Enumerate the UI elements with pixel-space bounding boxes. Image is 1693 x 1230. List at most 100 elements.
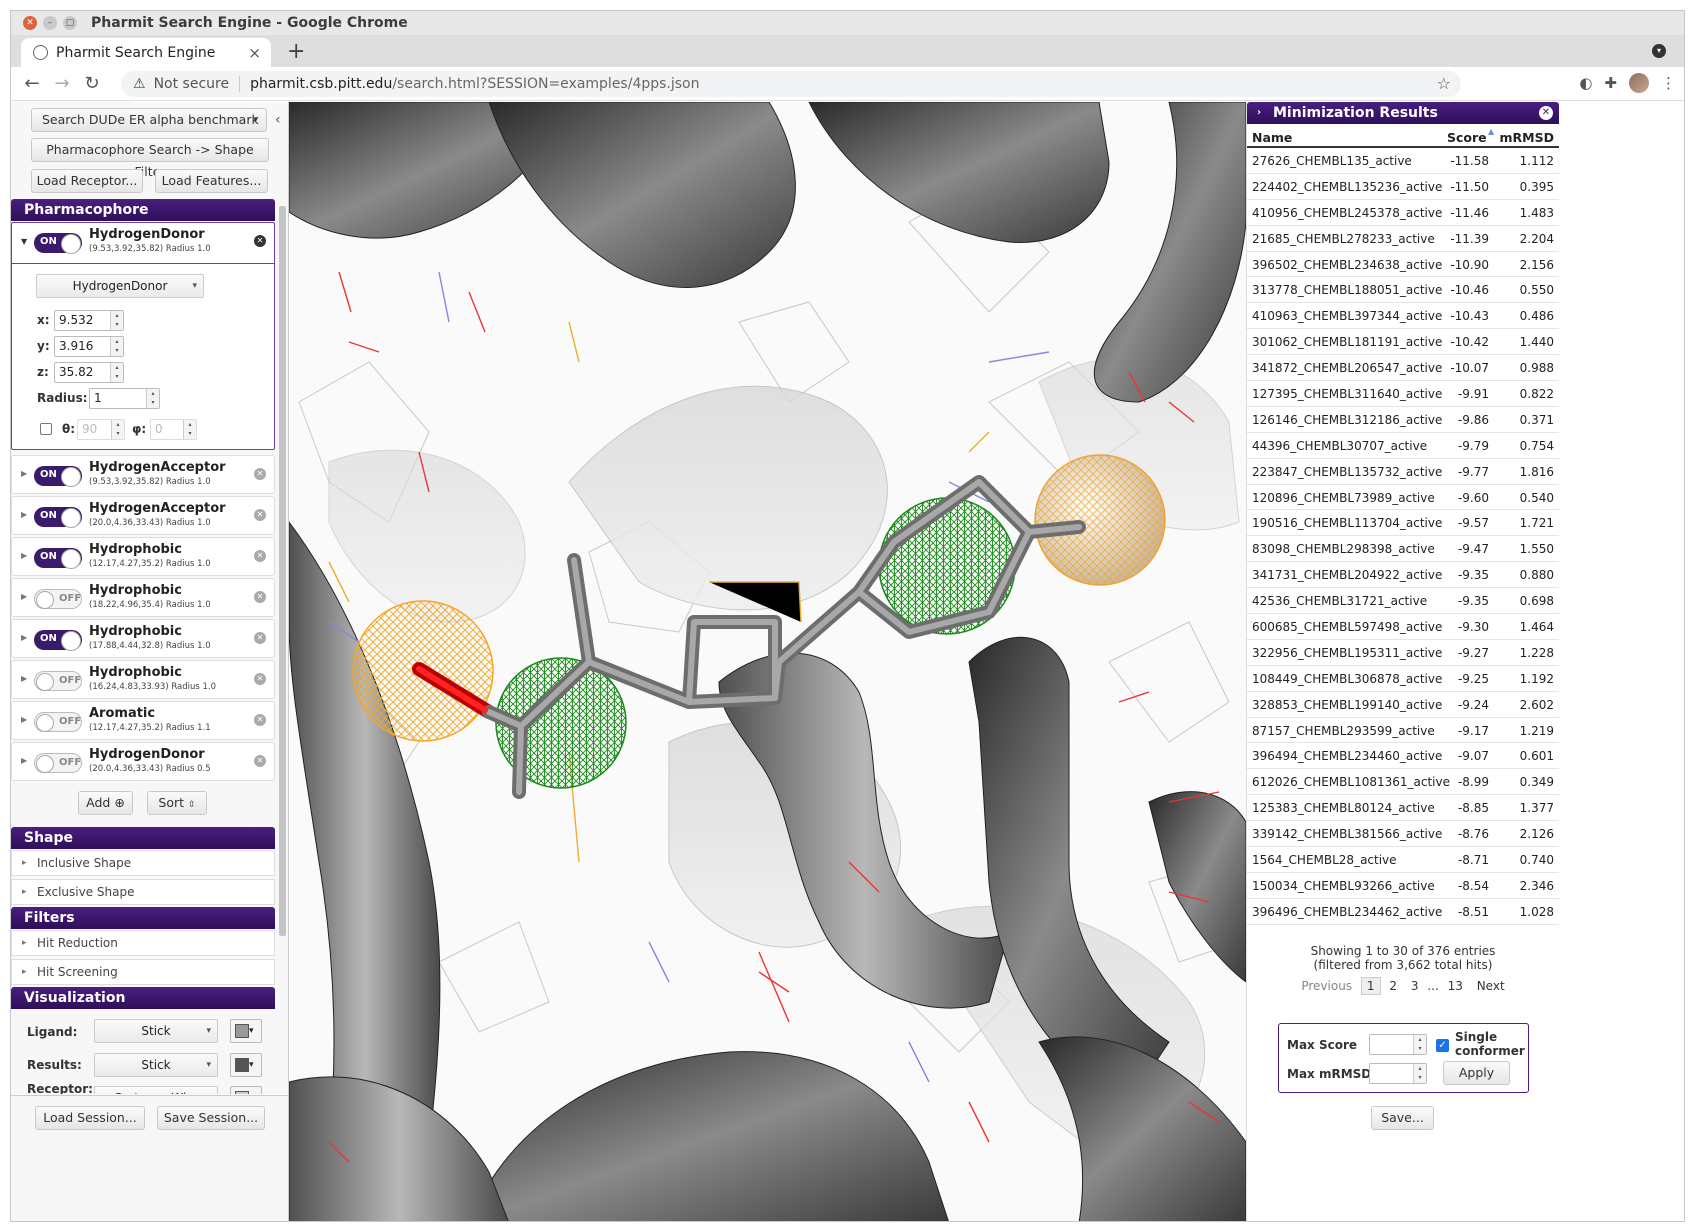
table-row[interactable]: 396496_CHEMBL234462_active -8.51 1.028 [1247, 899, 1559, 925]
remove-feature-icon[interactable]: ✕ [254, 235, 266, 247]
caret-right-icon[interactable]: ▶ [21, 633, 28, 642]
table-row[interactable]: 127395_CHEMBL311640_active -9.91 0.822 [1247, 381, 1559, 407]
feature-toggle[interactable]: ON [34, 233, 82, 254]
y-input[interactable]: 3.916 [54, 336, 124, 357]
next-page-button[interactable]: Next [1476, 979, 1505, 993]
caret-right-icon[interactable]: ▶ [21, 674, 28, 683]
feature-toggle[interactable]: OFF [34, 671, 82, 691]
add-feature-button[interactable]: Add ⊕ [78, 791, 133, 815]
remove-feature-icon[interactable]: ✕ [254, 509, 266, 521]
feature-toggle[interactable]: OFF [34, 753, 82, 773]
direction-checkbox[interactable] [40, 423, 52, 435]
scrollbar-thumb[interactable] [279, 206, 286, 936]
table-row[interactable]: 150034_CHEMBL93266_active -8.54 2.346 [1247, 873, 1559, 899]
remove-feature-icon[interactable]: ✕ [254, 550, 266, 562]
table-row[interactable]: 341731_CHEMBL204922_active -9.35 0.880 [1247, 562, 1559, 589]
feature-toggle[interactable]: ON [34, 630, 82, 651]
feature-toggle[interactable]: ON [34, 548, 82, 569]
feature-toggle[interactable]: ON [34, 507, 82, 528]
left-panel-scrollbar[interactable] [278, 206, 287, 1086]
max-score-input[interactable] [1369, 1034, 1427, 1055]
remove-feature-icon[interactable]: ✕ [254, 714, 266, 726]
table-row[interactable]: 126146_CHEMBL312186_active -9.86 0.371 [1247, 407, 1559, 433]
table-row[interactable]: 313778_CHEMBL188051_active -10.46 0.550 [1247, 277, 1559, 304]
apply-filter-button[interactable]: Apply [1443, 1061, 1510, 1085]
load-receptor-button[interactable]: Load Receptor... [31, 169, 143, 193]
table-row[interactable]: 341872_CHEMBL206547_active -10.07 0.988 [1247, 355, 1559, 382]
load-session-button[interactable]: Load Session... [35, 1106, 145, 1130]
table-row[interactable]: 612026_CHEMBL1081361_active -8.99 0.349 [1247, 769, 1559, 796]
extension-circle-icon[interactable]: ◐ [1579, 74, 1593, 92]
bookmark-star-icon[interactable]: ☆ [1436, 74, 1451, 93]
ligand-stick[interactable] [412, 475, 1086, 799]
remove-feature-icon[interactable]: ✕ [254, 632, 266, 644]
table-row[interactable]: 339142_CHEMBL381566_active -8.76 2.126 [1247, 821, 1559, 848]
feature-row[interactable]: ▶ OFF HydrogenDonor (20.0,4.36,33.43) Radiu… [11, 742, 275, 781]
window-close-button[interactable]: ✕ [23, 16, 37, 30]
theta-input[interactable]: 90 [77, 419, 125, 440]
feature-row[interactable]: ▼ ON HydrogenDonor (9.53,3.92,35.82) Rad… [12, 223, 274, 264]
extensions-puzzle-icon[interactable]: ✚ [1604, 74, 1617, 92]
save-session-button[interactable]: Save Session... [157, 1106, 265, 1130]
tab-search-icon[interactable]: ▾ [1652, 44, 1666, 58]
caret-right-icon[interactable]: ▶ [21, 715, 28, 724]
visualization-header[interactable]: Visualization [11, 987, 275, 1009]
table-row[interactable]: 396502_CHEMBL234638_active -10.90 2.156 [1247, 252, 1559, 278]
x-input[interactable]: 9.532 [54, 310, 124, 331]
receptor-style-select[interactable]: Cartoon+Wire [94, 1086, 218, 1094]
chevron-right-icon[interactable]: › [1257, 107, 1262, 118]
ligand-style-select[interactable]: Stick [94, 1019, 218, 1043]
save-results-button[interactable]: Save... [1371, 1106, 1434, 1130]
protein-ligand-scene[interactable] [289, 102, 1246, 1222]
results-color-picker[interactable]: ▾ [230, 1053, 262, 1077]
table-row[interactable]: 410956_CHEMBL245378_active -11.46 1.483 [1247, 200, 1559, 226]
browser-tab[interactable]: Pharmit Search Engine × [21, 38, 271, 67]
table-row[interactable]: 190516_CHEMBL113704_active -9.57 1.721 [1247, 510, 1559, 537]
feature-row[interactable]: ▶ ON HydrogenAcceptor (20.0,4.36,33.43) Rad… [11, 496, 275, 535]
page-1-button[interactable]: 1 [1360, 977, 1381, 995]
caret-right-icon[interactable]: ▶ [21, 592, 28, 601]
window-minimize-button[interactable]: – [43, 16, 57, 30]
profile-avatar[interactable] [1629, 73, 1649, 93]
close-results-icon[interactable]: ✕ [1539, 106, 1553, 120]
page-3-button[interactable]: 3 [1410, 979, 1419, 993]
table-row[interactable]: 396494_CHEMBL234460_active -9.07 0.601 [1247, 743, 1559, 770]
table-row[interactable]: 410963_CHEMBL397344_active -10.43 0.486 [1247, 303, 1559, 330]
caret-right-icon[interactable]: ▶ [21, 756, 28, 765]
ligand-color-picker[interactable]: ▾ [230, 1019, 262, 1043]
feature-toggle[interactable]: OFF [34, 589, 82, 609]
phi-input[interactable]: 0 [150, 419, 197, 440]
table-row[interactable]: 322956_CHEMBL195311_active -9.27 1.228 [1247, 640, 1559, 666]
hit-reduction-section[interactable]: Hit Reduction [11, 930, 275, 956]
remove-feature-icon[interactable]: ✕ [254, 591, 266, 603]
table-row[interactable]: 120896_CHEMBL73989_active -9.60 0.540 [1247, 485, 1559, 511]
feature-toggle[interactable]: OFF [34, 712, 82, 732]
pharmacophore-shape-filter-button[interactable]: Pharmacophore Search -> Shape Filter [31, 138, 269, 179]
exclusive-shape-section[interactable]: Exclusive Shape [11, 879, 275, 905]
caret-right-icon[interactable]: ▶ [21, 510, 28, 519]
warning-icon[interactable]: ⚠ [133, 76, 146, 92]
feature-row[interactable]: ▶ OFF Hydrophobic (16.24,4.83,33.93) Radius… [11, 660, 275, 699]
hit-screening-section[interactable]: Hit Screening [11, 959, 275, 985]
collapse-panel-button[interactable]: ‹ [275, 112, 281, 128]
name-column-header[interactable]: Name [1252, 130, 1293, 145]
url-text[interactable]: pharmit.csb.pitt.edu/search.html?SESSION… [250, 76, 700, 92]
score-column-header[interactable]: Score [1447, 130, 1487, 145]
filters-header[interactable]: Filters [11, 907, 275, 929]
table-row[interactable]: 21685_CHEMBL278233_active -11.39 2.204 [1247, 226, 1559, 252]
feature-row[interactable]: ▶ OFF Hydrophobic (18.22,4.96,35.4) Radius … [11, 578, 275, 617]
load-features-button[interactable]: Load Features... [155, 169, 268, 193]
feature-row[interactable]: ▶ ON HydrogenAcceptor (9.53,3.92,35.82) Rad… [11, 455, 275, 494]
table-row[interactable]: 1564_CHEMBL28_active -8.71 0.740 [1247, 847, 1559, 873]
radius-input[interactable]: 1 [89, 388, 160, 409]
minimization-results-header[interactable]: › Minimization Results ✕ [1247, 102, 1559, 124]
table-row[interactable]: 87157_CHEMBL293599_active -9.17 1.219 [1247, 718, 1559, 744]
mrmsd-column-header[interactable]: mRMSD [1499, 130, 1554, 145]
previous-page-button[interactable]: Previous [1301, 979, 1353, 993]
pharmacophore-header[interactable]: Pharmacophore [11, 199, 275, 221]
molecule-viewer-canvas[interactable] [289, 102, 1246, 1222]
reload-button[interactable]: ↻ [84, 73, 100, 94]
table-row[interactable]: 125383_CHEMBL80124_active -8.85 1.377 [1247, 795, 1559, 822]
window-maximize-button[interactable]: ▢ [63, 16, 77, 30]
table-row[interactable]: 42536_CHEMBL31721_active -9.35 0.698 [1247, 588, 1559, 615]
